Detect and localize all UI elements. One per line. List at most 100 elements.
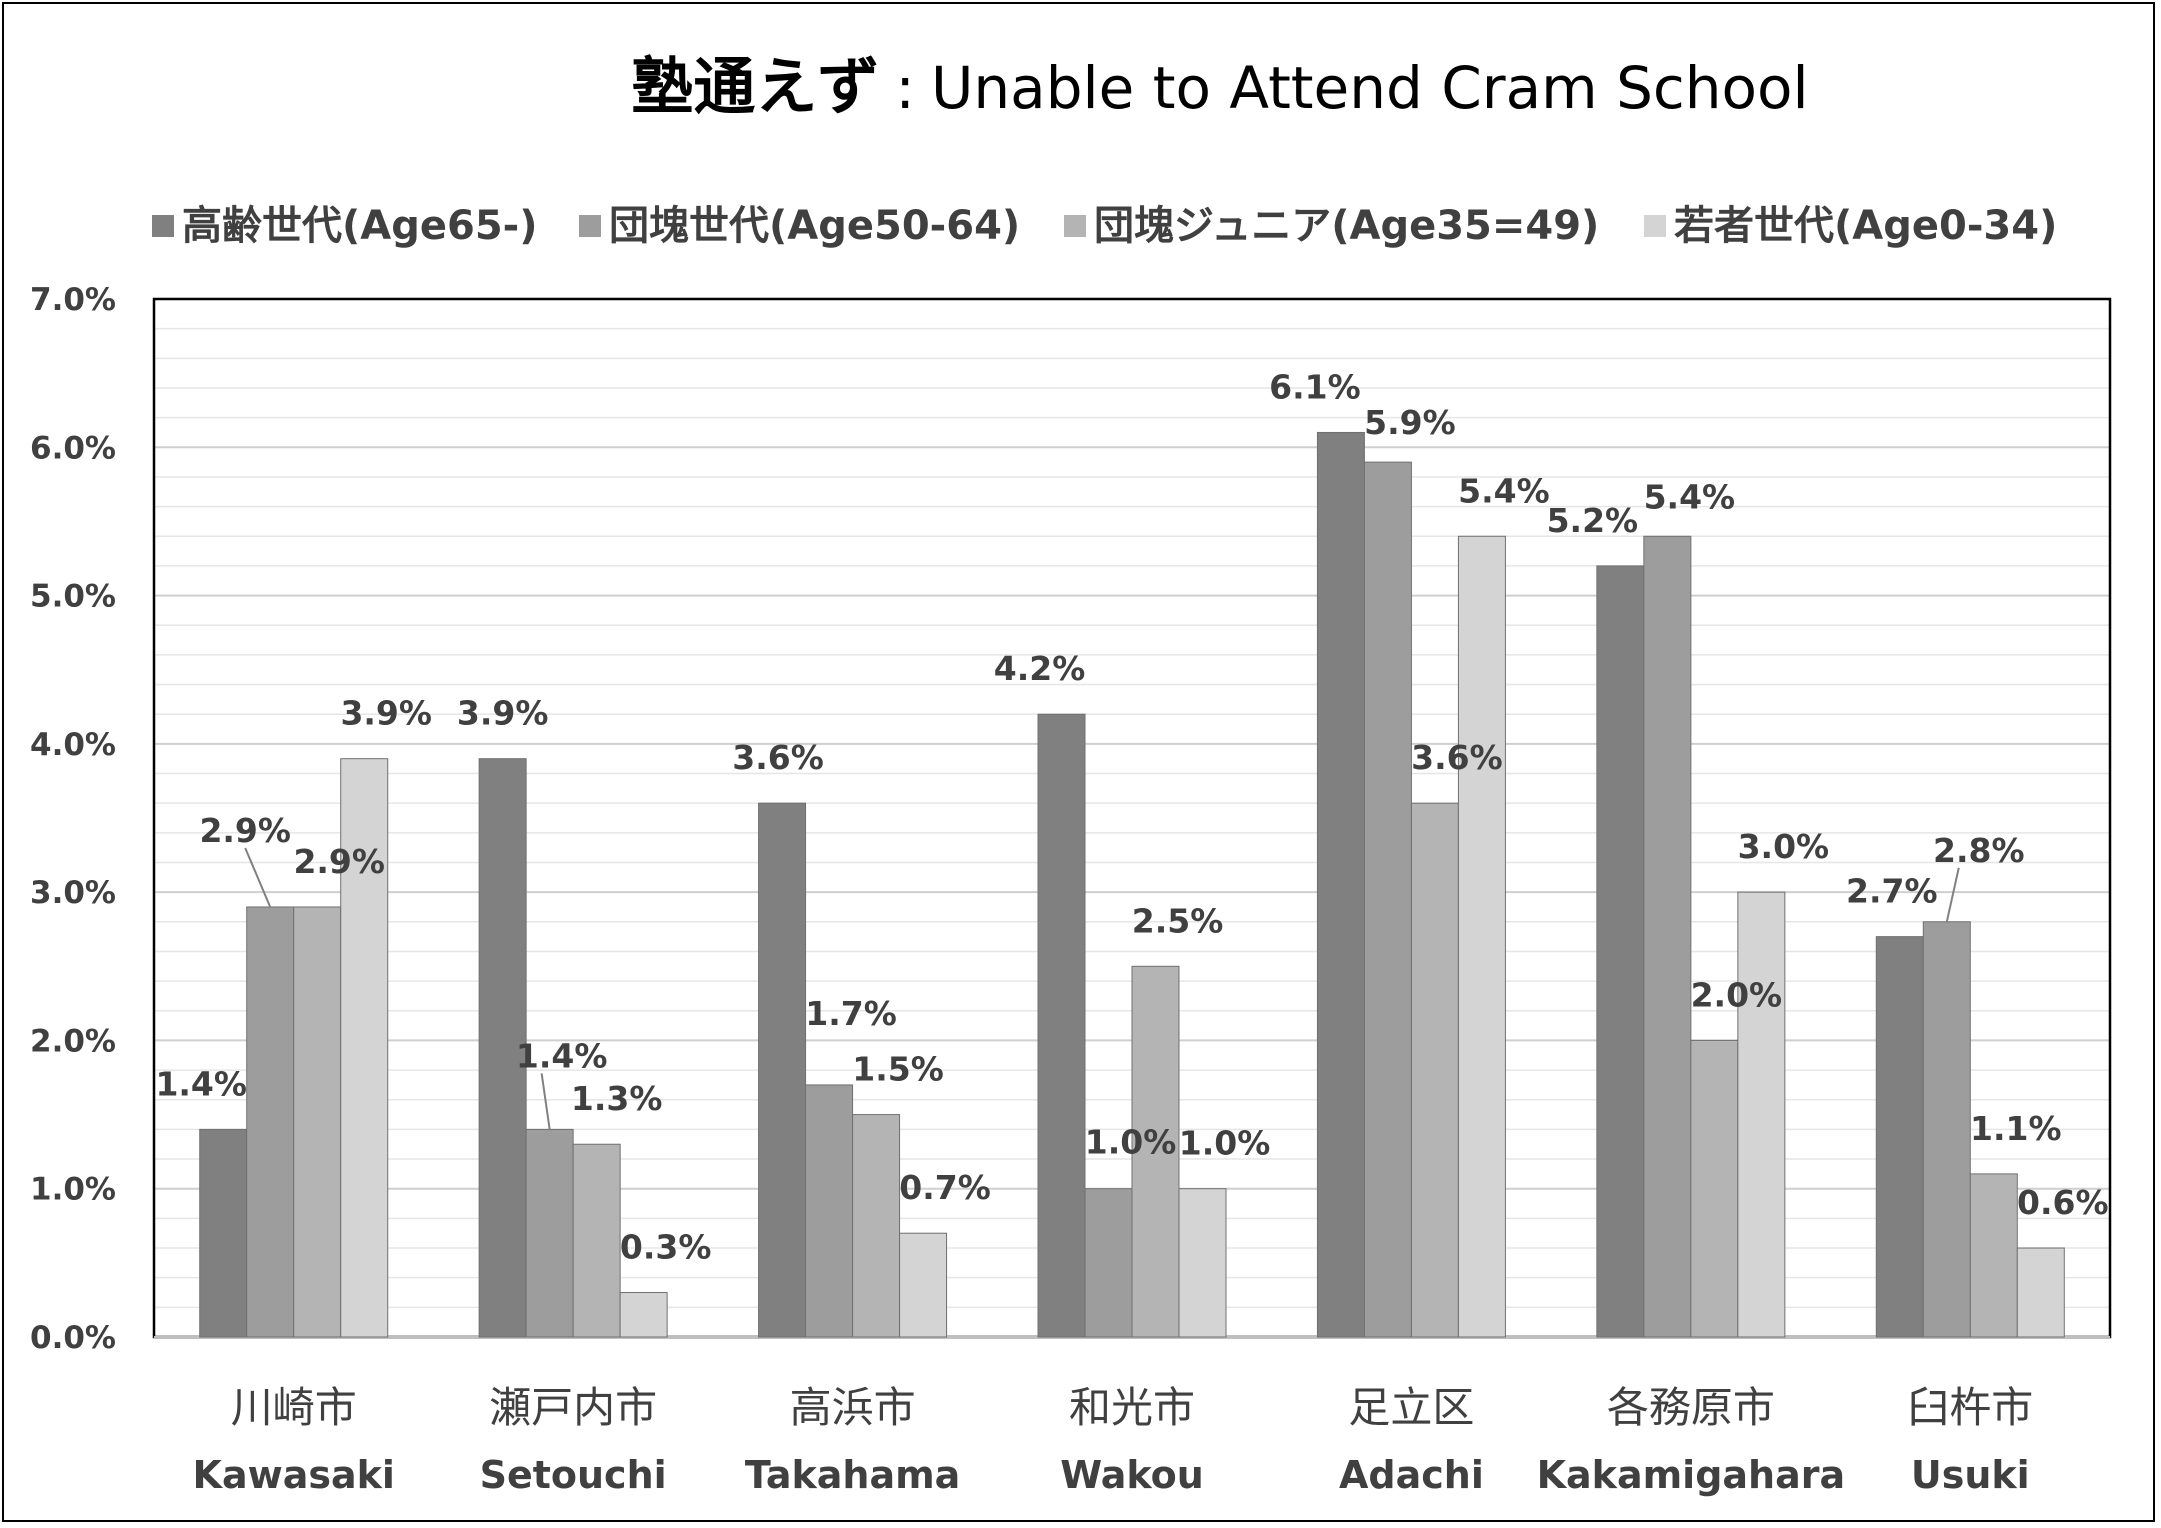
data-label: 2.9% (199, 811, 291, 850)
bar (899, 1232, 948, 1338)
x-axis: 川崎市 Kawasaki 瀬戸内市 Setouchi 高浜市 Takahama 和光市 Wak… (193, 1383, 2034, 1497)
bar (1037, 713, 1086, 1338)
data-label: 1.4% (155, 1064, 247, 1103)
bar (1737, 891, 1786, 1338)
x-category-label-jp: 高浜市 (790, 1383, 916, 1432)
data-label: 5.9% (1364, 403, 1456, 442)
y-tick-label: 6.0% (30, 430, 116, 466)
bar (1410, 802, 1459, 1338)
leader-line (1945, 867, 1960, 923)
data-label: 1.1% (1970, 1109, 2062, 1148)
bar (1643, 535, 1692, 1338)
data-label: 1.0% (1085, 1123, 1177, 1162)
bar (758, 802, 807, 1338)
legend-label: 団塊世代(Age50-64) (609, 203, 1020, 249)
x-category-label-jp: 各務原市 (1607, 1383, 1775, 1432)
data-label: 1.4% (516, 1036, 608, 1075)
bar (852, 1114, 901, 1338)
data-label: 3.0% (1738, 827, 1830, 866)
data-label: 3.6% (1411, 738, 1503, 777)
data-label: 2.8% (1933, 831, 2025, 870)
x-category-label-jp: 和光市 (1069, 1383, 1195, 1432)
data-label: 1.0% (1179, 1124, 1271, 1163)
bar (1457, 535, 1506, 1338)
y-axis: 0.0% 1.0% 2.0% 3.0% 4.0% 5.0% 6.0% 7.0% (30, 282, 116, 1356)
legend-label: 高齢世代(Age65-) (182, 203, 538, 249)
bar-chart: 塾通えず: Unable to Attend Cram School 高齢世代(A… (30, 50, 2112, 1497)
bar (1875, 936, 1924, 1338)
legend-swatch (579, 215, 601, 237)
chart-title-sep: : (895, 54, 915, 122)
data-label: 6.1% (1269, 367, 1361, 406)
data-label: 1.3% (571, 1079, 663, 1118)
bar (1922, 921, 1971, 1338)
bar (1131, 965, 1180, 1338)
legend-item: 高齢世代(Age65-) (152, 203, 538, 249)
data-label: 3.9% (340, 694, 432, 733)
chart-title: 塾通えず: Unable to Attend Cram School (631, 50, 1808, 123)
bar (525, 1128, 574, 1338)
legend-label: 若者世代(Age0-34) (1674, 203, 2057, 249)
y-tick-label: 0.0% (30, 1320, 116, 1356)
x-category-label-en: Setouchi (480, 1453, 667, 1497)
data-label: 0.7% (899, 1168, 991, 1207)
x-category-label-en: Takahama (745, 1453, 961, 1497)
data-label: 5.4% (1458, 471, 1550, 510)
leader-line (540, 1073, 551, 1130)
y-tick-label: 3.0% (30, 875, 116, 911)
bar (805, 1084, 854, 1338)
bar (293, 906, 342, 1338)
data-label: 4.2% (994, 649, 1086, 688)
y-tick-label: 4.0% (30, 727, 116, 763)
y-tick-label: 1.0% (30, 1172, 116, 1208)
bar (1969, 1173, 2018, 1338)
x-category-label-en: Usuki (1911, 1453, 2030, 1497)
data-label: 2.9% (293, 842, 385, 881)
bar (1084, 1188, 1133, 1338)
legend-item: 団塊世代(Age50-64) (579, 203, 1020, 249)
data-label: 5.4% (1644, 477, 1736, 516)
legend-label: 団塊ジュニア(Age35=49) (1094, 203, 1599, 249)
legend-swatch (1064, 215, 1086, 237)
data-labels: 1.4% 2.9%2.9% 3.9% 3.9% 1.4% 1.3% 0.3% 3.6% 1.7%… (155, 367, 2108, 1266)
legend: 高齢世代(Age65-) 団塊世代(Age50-64) 団塊ジュニア(Age35=4… (152, 203, 2057, 249)
bars (199, 431, 2065, 1338)
bar (1363, 461, 1412, 1338)
x-category-label-jp: 瀬戸内市 (489, 1383, 657, 1432)
data-label: 0.3% (620, 1228, 712, 1267)
x-category-label-en: Wakou (1060, 1453, 1204, 1497)
legend-swatch (152, 215, 174, 237)
x-category-label-jp: 足立区 (1348, 1383, 1474, 1432)
bar (619, 1292, 668, 1338)
data-label: 1.5% (852, 1050, 944, 1089)
bar (246, 906, 295, 1338)
y-tick-label: 7.0% (30, 282, 116, 318)
bar (572, 1143, 621, 1338)
bar (478, 758, 527, 1338)
leader-line (244, 847, 272, 908)
y-tick-label: 5.0% (30, 579, 116, 615)
legend-item: 団塊ジュニア(Age35=49) (1064, 203, 1599, 249)
data-label: 1.7% (805, 994, 897, 1033)
bar (1596, 565, 1645, 1338)
legend-item: 若者世代(Age0-34) (1644, 203, 2057, 249)
bar (2016, 1247, 2065, 1338)
bar (1178, 1188, 1227, 1338)
bar (1316, 431, 1365, 1338)
x-category-label-en: Adachi (1339, 1453, 1484, 1497)
chart-title-jp: 塾通えず (631, 50, 879, 123)
bar (199, 1128, 248, 1338)
bar (340, 758, 389, 1338)
data-label: 2.0% (1691, 975, 1783, 1014)
bar (1690, 1039, 1739, 1338)
x-category-label-jp: 臼杵市 (1907, 1383, 2033, 1432)
x-category-label-en: Kawasaki (193, 1453, 395, 1497)
legend-swatch (1644, 215, 1666, 237)
chart-title-en: Unable to Attend Cram School (931, 54, 1809, 122)
data-label: 5.2% (1547, 501, 1639, 540)
y-tick-label: 2.0% (30, 1023, 116, 1059)
x-category-label-jp: 川崎市 (231, 1383, 357, 1432)
data-label: 2.7% (1846, 872, 1938, 911)
data-label: 3.9% (457, 694, 549, 733)
